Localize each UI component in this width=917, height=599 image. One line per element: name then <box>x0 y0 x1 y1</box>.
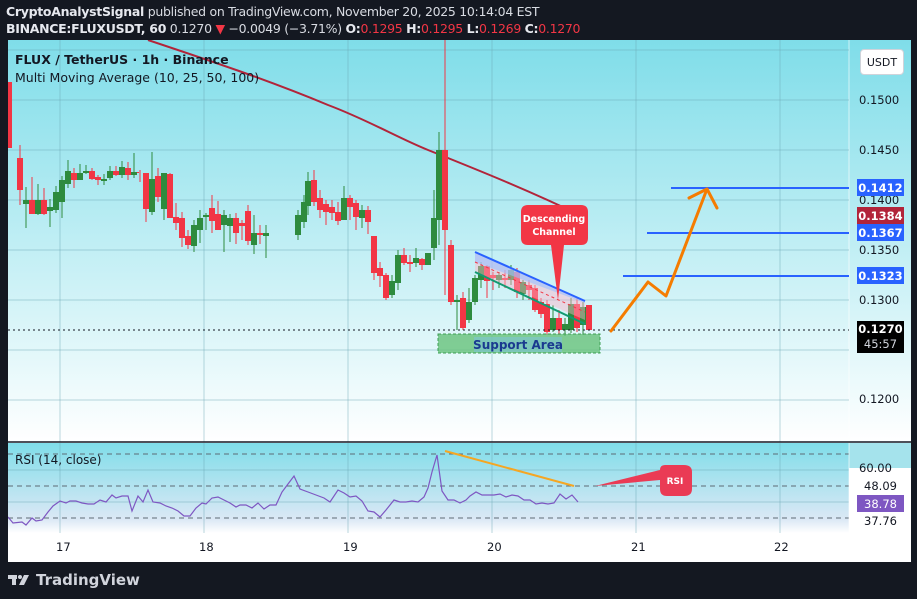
rsi-callout[interactable]: RSI <box>595 465 692 496</box>
bar-countdown: 45:57 <box>863 337 898 351</box>
price-axis[interactable] <box>849 40 911 442</box>
main-pane[interactable] <box>8 40 849 442</box>
open-label: O: <box>345 21 361 36</box>
time-tick: 20 <box>487 540 502 554</box>
close-value: 0.1270 <box>538 21 581 36</box>
price-tick: 0.1350 <box>859 243 900 257</box>
price-tick: 0.1500 <box>859 93 900 107</box>
support-area[interactable]: Support Area <box>437 333 601 354</box>
channel-label-line1: Descending <box>523 214 585 225</box>
price-tick: 0.1300 <box>859 293 900 307</box>
target-badge-3: 0.1323 <box>857 267 904 284</box>
last-price-value: 0.1270 <box>858 322 903 336</box>
symbol-legend: FLUX / TetherUS · 1h · Binance <box>15 52 229 67</box>
rsi-current-badge: 38.78 <box>857 495 904 512</box>
projection-arrow[interactable] <box>609 187 719 333</box>
last-price: 0.1270 <box>169 21 212 36</box>
target-lines[interactable] <box>623 187 849 277</box>
rsi-ma-badge: 48.09 <box>857 477 904 494</box>
target-badge-1: 0.1412 <box>857 179 904 196</box>
price-change: −0.0049 (−3.71%) <box>228 21 342 36</box>
rsi-tick: 60.00 <box>859 461 892 475</box>
target-badge-2: 0.1367 <box>857 224 904 241</box>
channel-label-line2: Channel <box>532 227 575 238</box>
symbol-info: BINANCE:FLUXUSDT, 60 0.1270 ▼ −0.0049 (−… <box>6 21 581 36</box>
brand-name: TradingView <box>36 571 140 589</box>
time-tick: 19 <box>343 540 358 554</box>
close-label: C: <box>524 21 539 36</box>
support-label: Support Area <box>473 338 563 352</box>
moving-average-line <box>147 40 587 219</box>
currency-button[interactable]: USDT <box>860 49 904 75</box>
tradingview-logo[interactable]: TradingView <box>8 571 140 589</box>
price-tick: 0.1400 <box>859 193 900 207</box>
rsi-divergence-line <box>444 450 575 487</box>
time-tick: 17 <box>56 540 71 554</box>
chart-canvas[interactable]: Support Area Descending Channel <box>8 40 911 562</box>
time-tick: 21 <box>631 540 646 554</box>
open-value: 0.1295 <box>360 21 403 36</box>
ma-badge: 0.1384 <box>857 207 904 224</box>
high-label: H: <box>406 21 422 36</box>
symbol: BINANCE:FLUXUSDT, 60 <box>6 21 167 36</box>
low-value: 0.1269 <box>479 21 521 36</box>
tradingview-logo-icon <box>8 575 29 585</box>
channel-callout[interactable]: Descending Channel <box>521 205 588 300</box>
down-arrow-icon: ▼ <box>215 21 225 36</box>
rsi-callout-label: RSI <box>667 477 684 487</box>
author-name: CryptoAnalystSignal <box>6 4 145 19</box>
chart-frame[interactable]: Support Area Descending Channel <box>8 40 911 562</box>
publish-text: published on TradingView.com, November 2… <box>147 4 540 19</box>
low-label: L: <box>466 21 480 36</box>
rsi-line <box>8 454 579 526</box>
last-price-badge: 0.1270 45:57 <box>857 321 904 353</box>
time-tick: 18 <box>199 540 214 554</box>
price-tick: 0.1200 <box>859 392 900 406</box>
time-axis[interactable] <box>8 533 911 562</box>
ma-legend[interactable]: Multi Moving Average (10, 25, 50, 100) <box>15 70 260 85</box>
rsi-low-badge: 37.76 <box>857 512 904 529</box>
publish-info: CryptoAnalystSignal published on Trading… <box>6 4 540 19</box>
rsi-legend[interactable]: RSI (14, close) <box>15 453 102 467</box>
time-tick: 22 <box>774 540 789 554</box>
high-value: 0.1295 <box>421 21 463 36</box>
price-tick: 0.1450 <box>859 143 900 157</box>
